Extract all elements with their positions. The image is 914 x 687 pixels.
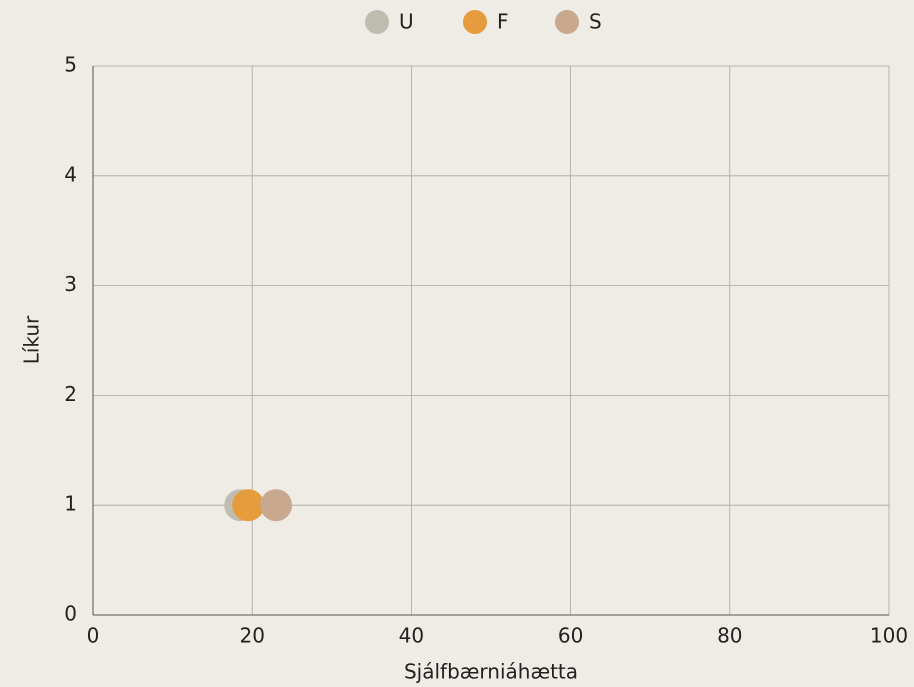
- legend-swatch: [365, 10, 389, 34]
- point: [232, 489, 265, 522]
- legend-label: S: [589, 10, 602, 34]
- x-tick-label: 100: [870, 624, 908, 648]
- x-tick-label: 40: [399, 624, 424, 648]
- legend-swatch: [555, 10, 579, 34]
- y-tick-label: 0: [64, 602, 77, 626]
- legend-swatch: [463, 10, 487, 34]
- x-axis-label: Sjálfbærniáhætta: [404, 660, 578, 684]
- y-tick-label: 2: [64, 382, 77, 406]
- x-tick-label: 20: [239, 624, 264, 648]
- point: [260, 489, 293, 522]
- x-tick-label: 60: [558, 624, 583, 648]
- legend-label: U: [399, 10, 414, 34]
- y-tick-label: 1: [64, 492, 77, 516]
- x-tick-label: 80: [717, 624, 742, 648]
- y-tick-label: 3: [64, 272, 77, 296]
- y-tick-label: 5: [64, 53, 77, 77]
- y-tick-label: 4: [64, 162, 77, 186]
- x-tick-label: 0: [87, 624, 100, 648]
- y-axis-label: Líkur: [20, 315, 44, 364]
- legend-label: F: [497, 10, 509, 34]
